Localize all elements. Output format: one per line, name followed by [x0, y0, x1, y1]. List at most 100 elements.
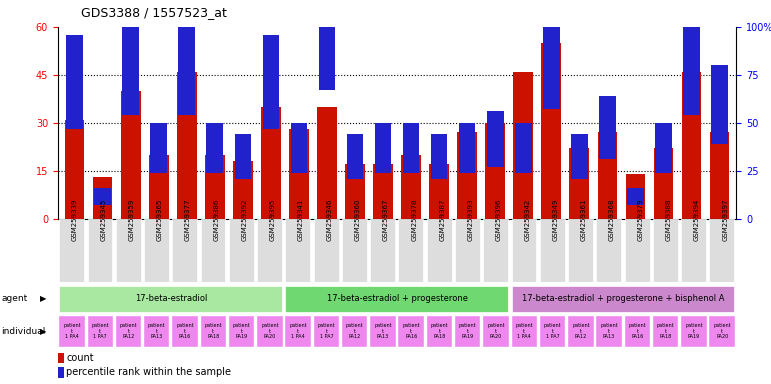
Bar	[709, 132, 729, 219]
Bar	[234, 134, 251, 179]
Bar	[513, 72, 533, 219]
Bar	[177, 72, 197, 219]
Text: patient
t
PA20: patient t PA20	[487, 323, 505, 339]
Text: GSM259365: GSM259365	[157, 199, 163, 241]
Bar	[233, 161, 253, 219]
FancyBboxPatch shape	[59, 316, 85, 347]
Bar	[317, 107, 337, 219]
Text: patient
t
1 PA7: patient t 1 PA7	[544, 323, 561, 339]
FancyBboxPatch shape	[511, 219, 537, 282]
Bar	[150, 123, 167, 173]
FancyBboxPatch shape	[427, 316, 452, 347]
FancyBboxPatch shape	[229, 316, 254, 347]
Text: GSM259341: GSM259341	[298, 199, 304, 241]
Bar	[66, 35, 83, 129]
FancyBboxPatch shape	[455, 316, 480, 347]
FancyBboxPatch shape	[511, 316, 537, 347]
Bar	[373, 164, 393, 219]
Bar	[515, 123, 531, 173]
Text: patient
t
PA16: patient t PA16	[628, 323, 646, 339]
Text: GSM259388: GSM259388	[665, 199, 672, 242]
Bar	[627, 188, 644, 205]
FancyBboxPatch shape	[87, 316, 113, 347]
Text: GSM259361: GSM259361	[581, 199, 587, 242]
Text: GSM259360: GSM259360	[355, 199, 361, 242]
FancyBboxPatch shape	[342, 316, 367, 347]
Text: patient
t
PA19: patient t PA19	[459, 323, 476, 339]
Bar	[598, 132, 617, 219]
Text: GSM259339: GSM259339	[72, 199, 78, 242]
Bar	[683, 8, 700, 115]
FancyBboxPatch shape	[597, 219, 621, 282]
FancyBboxPatch shape	[540, 316, 565, 347]
Text: GSM259346: GSM259346	[326, 199, 332, 241]
Text: 17-beta-estradiol: 17-beta-estradiol	[135, 294, 207, 303]
Bar	[291, 123, 308, 173]
Text: GSM259386: GSM259386	[214, 199, 219, 242]
FancyBboxPatch shape	[399, 219, 423, 282]
Bar	[711, 65, 728, 144]
Text: patient
t
PA18: patient t PA18	[204, 323, 222, 339]
FancyBboxPatch shape	[285, 316, 311, 347]
FancyBboxPatch shape	[116, 316, 141, 347]
Text: patient
t
1 PA4: patient t 1 PA4	[63, 323, 81, 339]
Text: patient
t
PA13: patient t PA13	[601, 323, 618, 339]
Bar	[345, 164, 365, 219]
Text: patient
t
1 PA7: patient t 1 PA7	[92, 323, 109, 339]
FancyBboxPatch shape	[540, 219, 564, 282]
FancyBboxPatch shape	[653, 316, 678, 347]
Bar	[571, 134, 588, 179]
FancyBboxPatch shape	[653, 219, 678, 282]
Bar	[58, 367, 64, 378]
Text: GSM259368: GSM259368	[609, 199, 615, 242]
Text: agent: agent	[2, 294, 28, 303]
Bar	[599, 96, 616, 159]
FancyBboxPatch shape	[709, 316, 735, 347]
Text: patient
t
PA18: patient t PA18	[657, 323, 675, 339]
Text: GSM259377: GSM259377	[185, 199, 191, 242]
FancyBboxPatch shape	[257, 219, 282, 282]
FancyBboxPatch shape	[625, 316, 650, 347]
Text: GSM259342: GSM259342	[524, 199, 530, 241]
FancyBboxPatch shape	[682, 219, 706, 282]
FancyBboxPatch shape	[144, 219, 169, 282]
FancyBboxPatch shape	[511, 286, 734, 311]
Text: patient
t
PA13: patient t PA13	[148, 323, 166, 339]
Text: patient
t
PA19: patient t PA19	[685, 323, 702, 339]
FancyBboxPatch shape	[483, 316, 509, 347]
Text: GSM259367: GSM259367	[383, 199, 389, 242]
Bar	[178, 8, 195, 115]
Text: patient
t
PA12: patient t PA12	[346, 323, 363, 339]
FancyBboxPatch shape	[229, 219, 254, 282]
FancyBboxPatch shape	[568, 316, 594, 347]
FancyBboxPatch shape	[257, 316, 282, 347]
Bar	[431, 134, 447, 179]
Text: patient
t
1 PA4: patient t 1 PA4	[289, 323, 307, 339]
Text: patient
t
PA16: patient t PA16	[402, 323, 420, 339]
Text: patient
t
PA13: patient t PA13	[374, 323, 392, 339]
Bar	[654, 149, 673, 219]
FancyBboxPatch shape	[370, 316, 396, 347]
Bar	[65, 120, 85, 219]
Bar	[347, 134, 363, 179]
Text: GSM259349: GSM259349	[553, 199, 558, 241]
FancyBboxPatch shape	[342, 219, 367, 282]
Bar	[429, 164, 449, 219]
Text: GDS3388 / 1557523_at: GDS3388 / 1557523_at	[81, 6, 227, 19]
Bar	[459, 123, 476, 173]
Bar	[123, 8, 139, 115]
Text: GSM259379: GSM259379	[638, 199, 643, 242]
Text: percentile rank within the sample: percentile rank within the sample	[66, 367, 231, 377]
Bar	[94, 188, 111, 205]
FancyBboxPatch shape	[314, 219, 338, 282]
Text: 17-beta-estradiol + progesterone: 17-beta-estradiol + progesterone	[327, 294, 467, 303]
Text: ▶: ▶	[40, 294, 46, 303]
FancyBboxPatch shape	[314, 316, 339, 347]
Bar	[289, 129, 308, 219]
Text: GSM259359: GSM259359	[129, 199, 134, 241]
Text: patient
t
PA16: patient t PA16	[177, 323, 194, 339]
FancyBboxPatch shape	[455, 219, 480, 282]
Bar	[58, 353, 64, 363]
Text: GSM259393: GSM259393	[468, 199, 473, 242]
FancyBboxPatch shape	[427, 219, 452, 282]
